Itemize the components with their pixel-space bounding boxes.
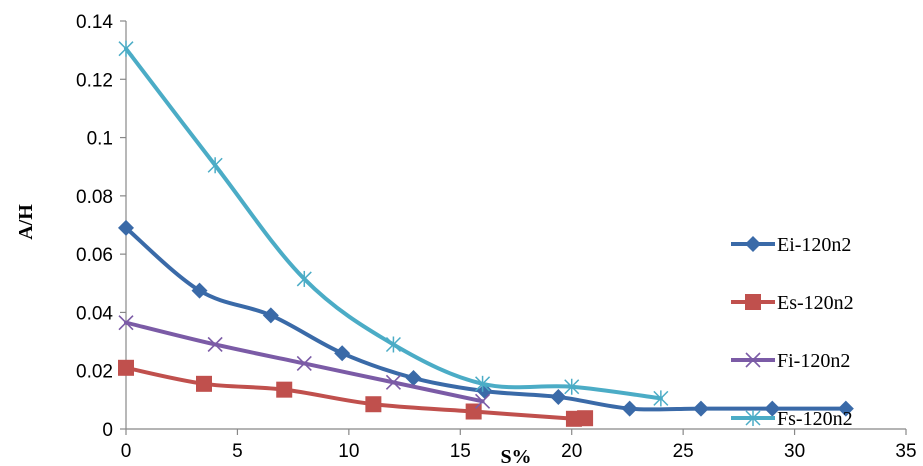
data-point bbox=[118, 40, 134, 57]
marker-stroke bbox=[475, 393, 491, 409]
y-tick-label: 0.14 bbox=[76, 12, 113, 33]
data-point bbox=[653, 390, 669, 407]
y-axis-title: A/H bbox=[15, 204, 37, 240]
legend-label: Fi-120n2 bbox=[777, 350, 850, 372]
y-tick-label: 0.1 bbox=[87, 129, 113, 150]
legend-label: Fs-120n2 bbox=[777, 408, 853, 430]
data-point bbox=[296, 270, 312, 287]
data-point bbox=[564, 378, 580, 395]
data-point bbox=[276, 381, 293, 398]
x-tick-label: 0 bbox=[121, 441, 132, 462]
data-point bbox=[550, 388, 567, 405]
axes: 0 0.02 0.04 0.06 0.08 0.1 0.12 0.14 0 5 10 15 20 25 30… bbox=[76, 12, 917, 462]
data-point bbox=[405, 370, 422, 386]
legend-marker bbox=[745, 410, 761, 426]
data-point bbox=[365, 396, 382, 413]
data-point bbox=[385, 374, 401, 390]
data-point bbox=[475, 393, 491, 409]
data-point bbox=[118, 359, 134, 376]
marker-stroke bbox=[296, 355, 312, 371]
marker-stroke bbox=[207, 336, 223, 353]
x-tick-label: 35 bbox=[895, 441, 916, 462]
data-point bbox=[475, 375, 491, 392]
data-point bbox=[385, 336, 401, 353]
data-point bbox=[334, 345, 351, 362]
data-point bbox=[465, 403, 482, 420]
x-axis-title: S% bbox=[500, 446, 531, 466]
marker-stroke bbox=[118, 315, 134, 331]
y-tick-label: 0.06 bbox=[76, 245, 113, 266]
data-point bbox=[621, 400, 638, 417]
data-point bbox=[191, 282, 208, 299]
series-line bbox=[124, 225, 848, 412]
legend-marker bbox=[745, 294, 761, 310]
data-point bbox=[296, 355, 312, 371]
legend-item: Ei-120n2 bbox=[731, 234, 851, 256]
x-tick-label: 10 bbox=[338, 441, 359, 462]
legend-marker bbox=[745, 352, 761, 368]
data-point bbox=[207, 157, 223, 174]
legend-marker bbox=[745, 236, 761, 252]
data-point bbox=[764, 400, 781, 417]
y-tick-label: 0 bbox=[102, 420, 113, 441]
series-Ei-120n2 bbox=[118, 219, 854, 417]
data-point bbox=[207, 336, 223, 353]
data-point bbox=[577, 410, 594, 427]
x-tick-label: 25 bbox=[673, 441, 694, 462]
y-tick-label: 0.12 bbox=[76, 70, 113, 91]
series-Fi-120n2 bbox=[118, 315, 491, 409]
data-point bbox=[118, 219, 134, 236]
x-tick-label: 5 bbox=[232, 441, 243, 462]
y-tick-label: 0.04 bbox=[76, 303, 113, 324]
series-Fs-120n2 bbox=[118, 40, 669, 407]
x-tick-label: 30 bbox=[784, 441, 805, 462]
data-point bbox=[196, 375, 212, 392]
y-tick-label: 0.08 bbox=[76, 187, 113, 208]
series-Es-120n2 bbox=[118, 359, 594, 427]
legend-label: Ei-120n2 bbox=[777, 234, 851, 256]
legend-label: Es-120n2 bbox=[777, 292, 854, 314]
legend-item: Fi-120n2 bbox=[731, 350, 850, 372]
data-point bbox=[837, 400, 854, 417]
x-tick-label: 20 bbox=[561, 441, 582, 462]
series-line bbox=[124, 46, 663, 401]
marker-stroke bbox=[745, 352, 761, 368]
legend-item: Fs-120n2 bbox=[731, 408, 853, 430]
data-point bbox=[262, 307, 279, 324]
marker-stroke bbox=[385, 374, 401, 390]
legend-item: Es-120n2 bbox=[731, 292, 854, 314]
y-tick-label: 0.02 bbox=[76, 362, 113, 383]
data-point bbox=[692, 400, 709, 417]
series-layer bbox=[118, 40, 854, 427]
x-tick-label: 15 bbox=[450, 441, 471, 462]
data-point bbox=[118, 315, 134, 331]
legend: Ei-120n2 Es-120n2 Fi-120n2 Fs-120n2 bbox=[731, 234, 854, 430]
